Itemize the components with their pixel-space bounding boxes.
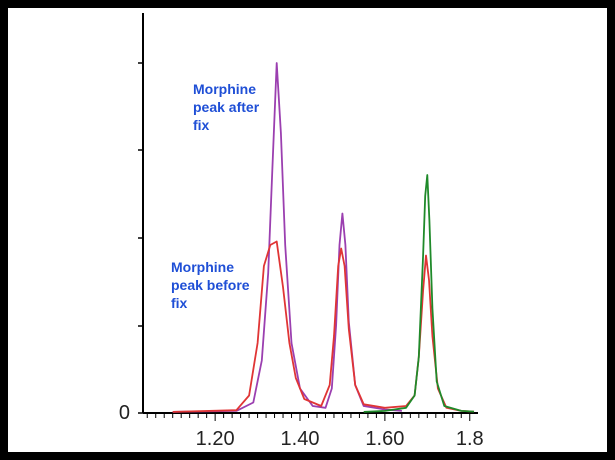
annotation-line: peak after — [193, 99, 260, 115]
x-tick-label: 1.8 — [456, 428, 484, 450]
chromatogram-chart: 1.20 1.40 1.60 1.80 Morphine peak after fixMo… — [119, 13, 484, 450]
chart-panel: 1.20 1.40 1.60 1.8 0 Morphine peak after fix Mo… — [8, 8, 607, 452]
labels-layer: Morphine peak after fix Morphine peak before… — [171, 81, 260, 311]
annotation-line: fix — [171, 295, 188, 311]
series-layer — [172, 62, 475, 413]
annotation-peak-after-fix: Morphine peak after fix — [193, 81, 260, 133]
series-line-2 — [363, 174, 475, 413]
x-tick-label: 1.60 — [365, 428, 404, 450]
annotation-line: fix — [193, 117, 210, 133]
axes: 1.20 1.40 1.60 1.8 0 — [119, 13, 484, 450]
y-tick-label: 0 — [119, 402, 130, 424]
x-tick-label: 1.40 — [281, 428, 320, 450]
x-tick-label: 1.20 — [196, 428, 235, 450]
annotation-line: Morphine — [193, 81, 256, 97]
annotation-peak-before-fix: Morphine peak before fix — [171, 259, 250, 311]
series-line-1 — [172, 240, 475, 413]
annotation-line: peak before — [171, 277, 250, 293]
annotation-line: Morphine — [171, 259, 234, 275]
series-line-0 — [172, 62, 402, 413]
